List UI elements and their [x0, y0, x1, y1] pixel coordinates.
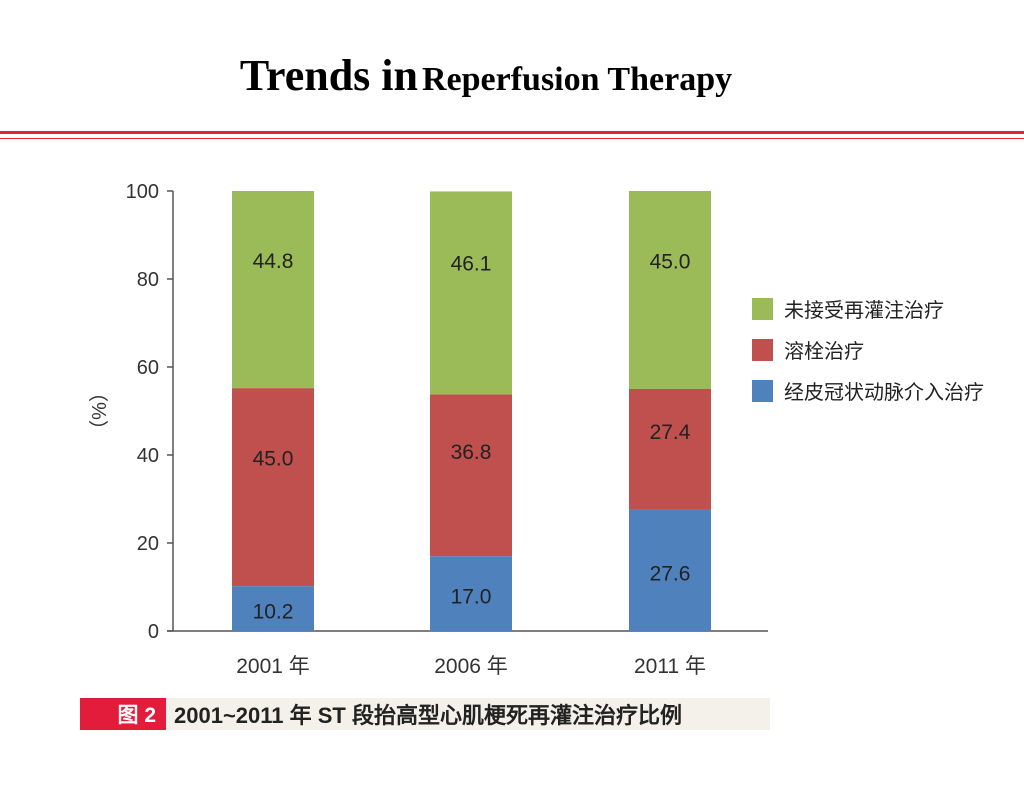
legend-label: 经皮冠状动脉介入治疗	[784, 381, 984, 404]
y-axis-title: （%）	[88, 382, 111, 440]
y-tick-label: 60	[137, 357, 159, 379]
y-tick-label: 40	[137, 445, 159, 467]
slide-title: Trends in Reperfusion Therapy	[0, 50, 972, 101]
title-part-1: Trends in	[239, 51, 418, 100]
legend-label: 未接受再灌注治疗	[784, 299, 944, 322]
bar-segment	[232, 586, 314, 631]
x-tick-label: 2006 年	[434, 655, 508, 678]
header-rule-thick	[0, 131, 1024, 134]
legend-swatch	[752, 339, 773, 361]
data-label: 17.0	[451, 586, 492, 609]
figure-caption-text: 2001~2011 年 ST 段抬高型心肌梗死再灌注治疗比例	[174, 703, 682, 728]
legend-swatch	[752, 298, 773, 320]
data-label: 45.0	[650, 250, 691, 273]
data-label: 44.8	[253, 250, 294, 273]
data-label: 27.6	[650, 562, 691, 585]
figure-caption: 图 2 2001~2011 年 ST 段抬高型心肌梗死再灌注治疗比例	[80, 698, 770, 730]
y-tick-label: 20	[137, 533, 159, 555]
bar-segment	[232, 388, 314, 587]
bar-segment	[629, 389, 711, 510]
bar-segment	[430, 556, 512, 631]
title-part-2: Reperfusion Therapy	[421, 61, 733, 98]
bar-segment	[430, 394, 512, 557]
stacked-bar-chart: 0 20 40 60 80 100 （%） 10.2 45.0 44.8 2001 年 17.0 36.…	[88, 181, 984, 678]
bar-segment	[430, 191, 512, 395]
y-tick-label: 0	[148, 621, 159, 643]
data-label: 36.8	[451, 441, 492, 464]
y-tick-label: 100	[126, 181, 159, 203]
data-label: 10.2	[253, 601, 294, 624]
figure-caption-tag: 图 2	[80, 698, 166, 730]
data-label: 45.0	[253, 447, 294, 470]
legend-label: 溶栓治疗	[784, 340, 864, 363]
bar-segment	[629, 191, 711, 389]
y-tick-label: 80	[137, 269, 159, 291]
x-tick-label: 2001 年	[236, 655, 310, 678]
data-label: 27.4	[650, 421, 691, 444]
data-label: 46.1	[451, 252, 492, 275]
bar-segment	[232, 191, 314, 389]
x-tick-label: 2011 年	[634, 655, 706, 678]
bar-segment	[629, 509, 711, 631]
legend-swatch	[752, 380, 773, 402]
header-rule-thin	[0, 138, 1024, 139]
